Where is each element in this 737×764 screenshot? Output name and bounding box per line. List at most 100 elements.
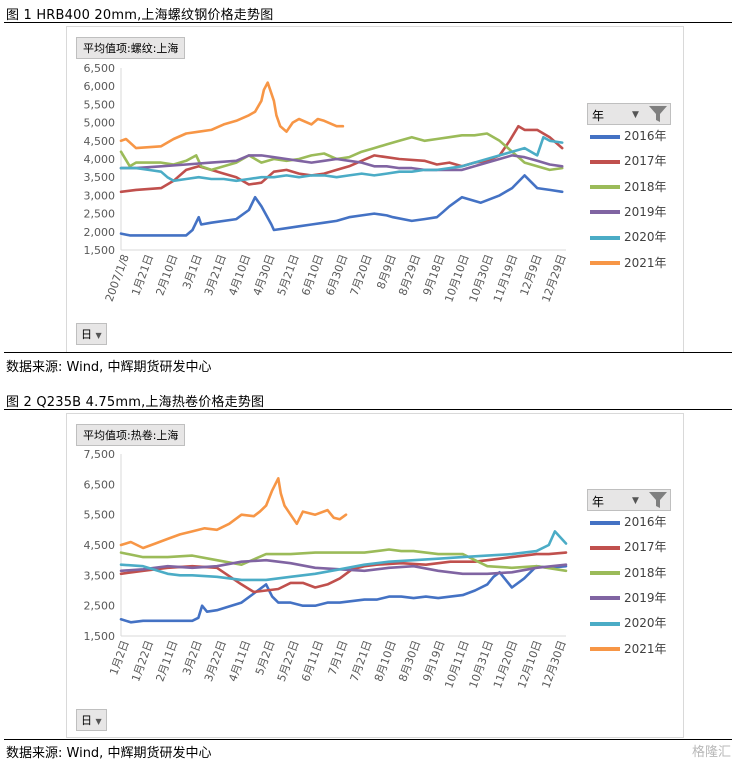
figure-2-bottom-rule <box>4 739 732 740</box>
figure-2-title: 图 2 Q235B 4.75mm,上海热卷价格走势图 <box>6 395 265 410</box>
x-tick-label: 12月30日 <box>540 639 569 690</box>
legend-label: 2017年 <box>624 154 667 169</box>
legend-swatch <box>590 235 620 240</box>
figure-1-chart-panel <box>66 26 684 353</box>
legend-item[interactable]: 2019年 <box>590 203 667 221</box>
x-tick-label: 8月10日 <box>372 639 399 684</box>
x-tick-label: 6月10日 <box>299 253 326 298</box>
figure-2-day-label: 日 <box>81 714 92 727</box>
legend-label: 2021年 <box>624 255 667 270</box>
filter-funnel-icon[interactable] <box>648 105 668 123</box>
legend-label: 2018年 <box>624 179 667 194</box>
legend-label: 2016年 <box>624 515 667 529</box>
legend-label: 2019年 <box>624 590 667 605</box>
x-tick-label: 4月10日 <box>226 253 253 298</box>
figure-2-line-chart: 1,5002,5003,5004,5005,5006,5007,5001月2日1… <box>84 448 569 690</box>
x-tick-label: 2月10日 <box>153 253 180 298</box>
x-tick-label: 5月22日 <box>275 639 302 684</box>
x-tick-label: 8月29日 <box>396 253 423 298</box>
x-tick-label: 4月30日 <box>251 253 278 298</box>
x-tick-label: 3月1日 <box>180 253 205 291</box>
x-tick-label: 12月29日 <box>540 253 569 304</box>
legend-swatch <box>590 185 620 190</box>
y-tick-label: 4,000 <box>84 153 116 166</box>
x-tick-label: 9月19日 <box>421 639 448 684</box>
figure-1-title-rule <box>4 22 732 23</box>
legend-label: 2019年 <box>624 204 667 219</box>
series-line-2018年 <box>119 132 564 172</box>
legend-item[interactable]: 2020年 <box>590 614 667 632</box>
figure-1-day-label: 日 <box>81 328 92 341</box>
series-line-2016年 <box>119 564 568 624</box>
chevron-down-icon[interactable]: ▼ <box>632 110 639 120</box>
figure-1-legend-header[interactable]: 年 ▼ <box>587 103 671 125</box>
chevron-down-icon[interactable]: ▼ <box>95 331 102 340</box>
legend-swatch <box>590 159 620 164</box>
figure-2-field-button[interactable]: 平均值项:热卷:上海 <box>76 424 186 446</box>
series-line-2021年 <box>119 476 348 550</box>
figure-2-title-rule <box>4 409 732 410</box>
legend-item[interactable]: 2017年 <box>590 152 667 170</box>
x-tick-label: 12月9日 <box>518 253 545 298</box>
legend-swatch <box>590 261 620 265</box>
legend-item[interactable]: 2019年 <box>590 589 667 607</box>
x-tick-label: 3月2日 <box>180 639 205 677</box>
y-tick-label: 2,000 <box>84 226 116 239</box>
x-tick-label: 7月21日 <box>348 639 375 684</box>
figure-1-bottom-rule <box>4 352 732 353</box>
y-tick-label: 4,500 <box>84 135 116 148</box>
figure-1-day-filter-button[interactable]: 日 ▼ <box>76 323 107 345</box>
legend-item[interactable]: 2018年 <box>590 564 667 582</box>
legend-item[interactable]: 2021年 <box>590 640 667 658</box>
x-tick-label: 5月21日 <box>275 253 302 298</box>
x-tick-label: 11月19日 <box>491 253 520 304</box>
figure-2-chart-panel <box>66 413 684 738</box>
y-tick-label: 6,500 <box>84 62 116 75</box>
legend-label: 2016年 <box>624 129 667 143</box>
figure-1-line-chart: 1,500 2,000 2,500 3,000 3,500 4,000 4,500 5,000… <box>84 62 569 304</box>
y-tick-label: 7,500 <box>84 448 116 461</box>
x-tick-label: 3月22日 <box>202 639 229 684</box>
chevron-down-icon[interactable]: ▼ <box>632 496 639 506</box>
legend-swatch <box>590 571 620 576</box>
y-tick-label: 3,500 <box>84 569 116 582</box>
x-tick-label: 2007/1/8 <box>103 253 132 304</box>
filter-funnel-icon[interactable] <box>648 491 668 509</box>
legend-item[interactable]: 2021年 <box>590 254 667 272</box>
legend-item[interactable]: 2020年 <box>590 228 667 246</box>
legend-item[interactable]: 2017年 <box>590 538 667 556</box>
x-tick-label: 4月11日 <box>226 639 253 684</box>
legend-item[interactable]: 2018年 <box>590 178 667 196</box>
x-tick-label: 6月30日 <box>323 253 350 298</box>
watermark-logo: 格隆汇 <box>691 745 731 760</box>
figure-1-title: 图 1 HRB400 20mm,上海螺纹钢价格走势图 <box>6 8 274 23</box>
chevron-down-icon[interactable]: ▼ <box>95 717 102 726</box>
legend-swatch <box>590 596 620 601</box>
figure-2-day-filter-button[interactable]: 日 ▼ <box>76 709 107 731</box>
y-tick-label: 5,500 <box>84 509 116 522</box>
legend-item[interactable]: 2016年 <box>590 513 667 531</box>
series-line-2020年 <box>119 135 564 183</box>
legend-label: 2021年 <box>624 641 667 656</box>
legend-item[interactable]: 2016年 <box>590 127 667 145</box>
x-tick-label: 7月1日 <box>326 639 351 677</box>
x-tick-label: 8月9日 <box>374 253 399 291</box>
figure-1-field-button[interactable]: 平均值项:螺纹:上海 <box>76 37 186 59</box>
y-tick-label: 4,500 <box>84 539 116 552</box>
y-tick-label: 6,500 <box>84 478 116 491</box>
series-line-2019年 <box>119 154 564 172</box>
legend-swatch <box>590 647 620 651</box>
y-tick-label: 3,500 <box>84 171 116 184</box>
series-line-2017年 <box>119 551 568 594</box>
y-tick-label: 3,000 <box>84 189 116 202</box>
series-line-2016年 <box>119 174 564 237</box>
y-tick-label: 1,500 <box>84 244 116 257</box>
figure-2-legend-header[interactable]: 年 ▼ <box>587 489 671 511</box>
legend-label: 2020年 <box>624 230 667 245</box>
y-tick-label: 2,500 <box>84 600 116 613</box>
legend-label: 2020年 <box>624 616 667 631</box>
y-tick-label: 2,500 <box>84 208 116 221</box>
y-tick-label: 1,500 <box>84 630 116 643</box>
y-tick-label: 5,000 <box>84 117 116 130</box>
x-tick-label: 1月21日 <box>129 253 156 298</box>
